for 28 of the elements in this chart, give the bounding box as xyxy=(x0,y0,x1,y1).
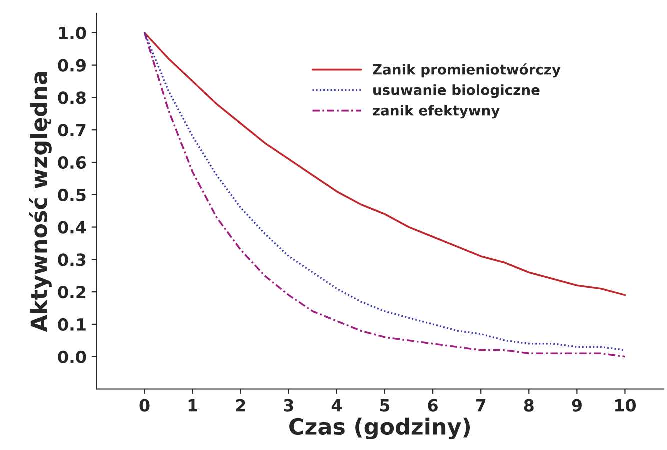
y-tick-label: 0.1 xyxy=(58,318,86,332)
x-tick-label: 7 xyxy=(476,399,486,412)
y-tick-label: 0.7 xyxy=(58,124,86,137)
legend-label: usuwanie biologiczne xyxy=(374,84,540,98)
y-tick-label: 0.8 xyxy=(58,92,86,104)
y-tick-label: 0.0 xyxy=(58,350,86,364)
x-tick-label: 3 xyxy=(284,399,294,412)
x-tick-label: 1 xyxy=(188,399,198,412)
y-tick-label: 0.4 xyxy=(58,221,86,234)
y-tick-label: 0.5 xyxy=(58,188,86,202)
x-tick-label: 2 xyxy=(236,399,246,412)
y-tick-label: 0.9 xyxy=(58,59,86,72)
x-tick-label: 8 xyxy=(524,399,534,412)
x-tick-label: 6 xyxy=(428,399,438,412)
y-tick-label: 0.3 xyxy=(58,254,86,266)
y-axis-title: Aktywność względna xyxy=(29,72,52,332)
y-tick-label: 1.0 xyxy=(59,26,86,40)
x-tick-label: 4 xyxy=(332,399,342,412)
x-tick-label: 5 xyxy=(380,399,390,412)
y-tick-label: 0.2 xyxy=(58,286,86,299)
x-axis-title: Czas (godziny) xyxy=(290,418,470,440)
y-tick-label: 0.6 xyxy=(58,156,86,170)
x-tick-label: 10 xyxy=(616,399,636,412)
x-tick-label: 9 xyxy=(572,399,582,412)
x-tick-label: 0 xyxy=(140,399,150,412)
line-series xyxy=(144,32,626,296)
legend-label: zanik efektywny xyxy=(373,105,500,119)
legend-label: Zanik promieniotwórczy xyxy=(373,64,561,78)
